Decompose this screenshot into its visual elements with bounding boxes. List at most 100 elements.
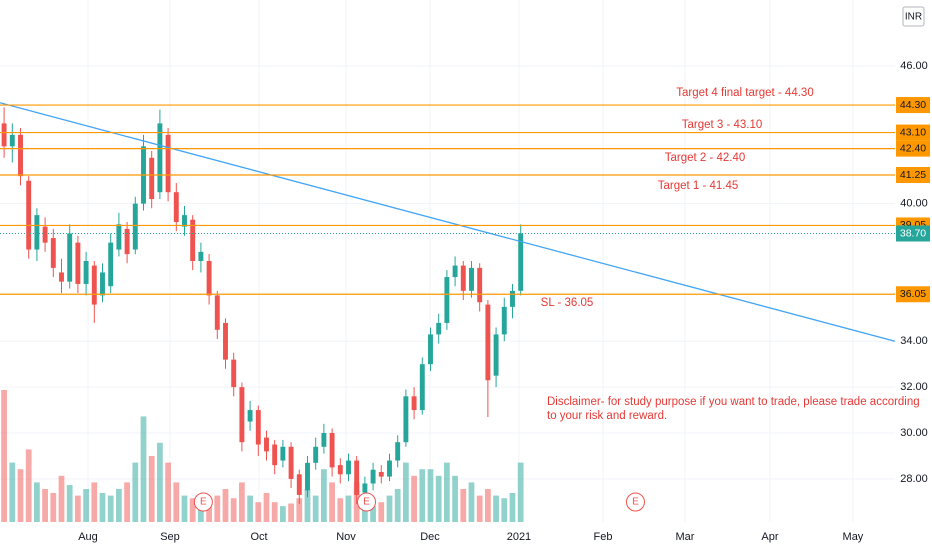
- volume-bar: [214, 495, 221, 522]
- candle-body: [190, 219, 196, 261]
- volume-bar: [1, 390, 7, 522]
- candle-body: [214, 295, 220, 330]
- x-tick-label: Nov: [336, 531, 356, 543]
- volume-bar: [312, 495, 319, 522]
- volume-bar: [386, 495, 393, 522]
- candle-body: [124, 228, 130, 255]
- volume-bar: [132, 462, 139, 522]
- volume-bar: [288, 503, 294, 522]
- volume-bar: [157, 442, 163, 522]
- candle-body: [485, 304, 491, 381]
- level-badge: [896, 166, 930, 183]
- candle-body: [255, 410, 261, 445]
- candle-body: [83, 261, 89, 284]
- candle-body: [419, 364, 425, 411]
- x-tick-label: Mar: [676, 531, 695, 543]
- candle-body: [26, 180, 32, 250]
- candle-body: [247, 410, 253, 422]
- candle-body: [91, 265, 97, 305]
- volume-bar: [296, 498, 303, 522]
- volume-bar: [321, 469, 327, 522]
- y-tick-label: 40.00: [900, 198, 928, 210]
- volume-bar: [42, 489, 48, 522]
- candle-body: [493, 334, 499, 376]
- volume-bar: [148, 456, 155, 522]
- x-tick-label: Feb: [594, 531, 613, 543]
- candle-body: [477, 267, 483, 303]
- candle-body: [1, 123, 7, 147]
- volume-bar: [517, 462, 524, 522]
- candle-body: [132, 203, 138, 250]
- x-tick-label: Sep: [160, 531, 180, 543]
- event-label: E: [632, 497, 639, 508]
- candle-body: [173, 192, 179, 223]
- trendline: [0, 102, 896, 342]
- annotation: Target 4 final target - 44.30: [676, 87, 813, 99]
- volume-bar: [181, 495, 188, 522]
- volume-bar: [9, 462, 16, 522]
- level-badge: [896, 140, 930, 157]
- event-marker: [357, 492, 377, 512]
- candle-body: [108, 242, 114, 287]
- currency-badge: INR: [902, 6, 925, 27]
- x-tick-label: May: [843, 531, 864, 543]
- level-badge: [896, 97, 930, 114]
- candle-body: [296, 474, 302, 495]
- candle-body: [428, 334, 433, 365]
- candle-body: [239, 387, 245, 443]
- volume-bar: [116, 489, 122, 522]
- volume-bar: [452, 475, 458, 522]
- candle-body: [206, 261, 212, 296]
- candle-body: [305, 462, 310, 491]
- volume-bar: [263, 492, 270, 522]
- candle-body: [42, 226, 48, 243]
- candle-body: [436, 322, 442, 335]
- volume-bar: [337, 498, 344, 522]
- candle-body: [223, 322, 228, 360]
- annotation: Target 1 - 41.45: [658, 180, 739, 192]
- volume-bar: [255, 502, 262, 522]
- candle-body: [510, 290, 515, 307]
- event-marker: [193, 492, 213, 512]
- candle-body: [370, 469, 376, 484]
- volume-bar: [50, 492, 57, 522]
- candle-body: [165, 134, 171, 193]
- volume-bar: [468, 482, 475, 522]
- candle-body: [264, 437, 269, 452]
- volume-bar: [247, 495, 253, 522]
- annotation: Target 3 - 43.10: [682, 119, 763, 131]
- volume-bar: [34, 482, 40, 522]
- candle-body: [288, 446, 294, 479]
- volume-bar: [501, 498, 508, 522]
- level-badge: [896, 124, 930, 141]
- candle-body: [354, 460, 360, 495]
- candle-body: [50, 238, 56, 268]
- event-marker: [625, 492, 645, 512]
- candle-body: [444, 277, 450, 323]
- level-label: 42.40: [900, 142, 926, 154]
- volume-bar: [403, 462, 409, 522]
- level-label: 43.10: [900, 126, 926, 138]
- candle-body: [452, 265, 458, 278]
- volume-bar: [83, 489, 89, 522]
- candle-body: [378, 472, 384, 477]
- y-tick-label: 34.00: [900, 335, 928, 347]
- candle-body: [387, 460, 392, 477]
- currency-label: INR: [905, 12, 922, 23]
- volume-bar: [165, 462, 171, 522]
- disclaimer: Disclaimer- for study purpose if you wan…: [547, 396, 920, 408]
- volume-bar: [25, 449, 32, 522]
- candle-body: [67, 233, 73, 282]
- candle-body: [329, 433, 335, 468]
- candle-body: [362, 483, 368, 493]
- volume-bar: [485, 489, 491, 522]
- candle-body: [280, 446, 286, 461]
- candle-body: [346, 460, 351, 475]
- disclaimer: to your risk and reward.: [547, 410, 667, 422]
- volume-bar: [444, 462, 450, 522]
- candle-body: [182, 215, 187, 227]
- volume-bar: [189, 498, 196, 522]
- volume-bar: [304, 489, 311, 522]
- candle-body: [59, 272, 64, 282]
